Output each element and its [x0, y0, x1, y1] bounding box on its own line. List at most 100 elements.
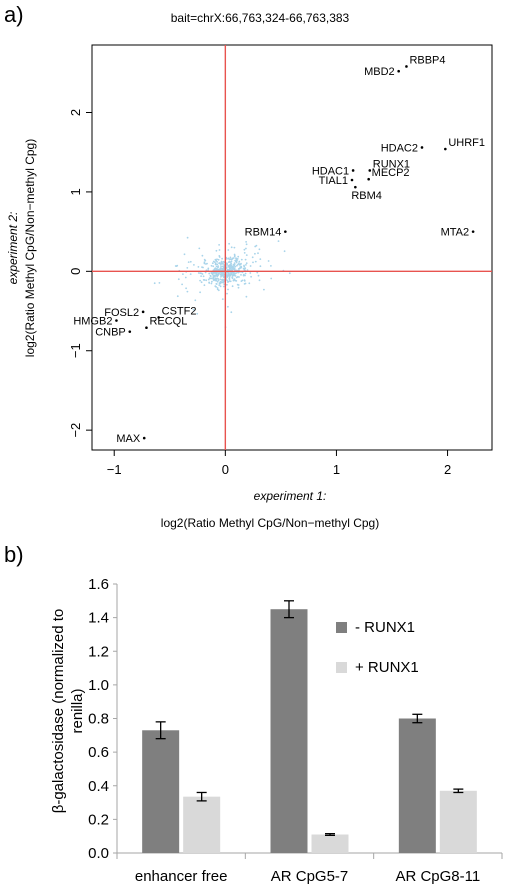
background-point — [219, 278, 222, 281]
x-tick-label: −1 — [107, 462, 122, 477]
background-point — [217, 279, 220, 282]
background-point — [229, 256, 232, 259]
background-point — [237, 284, 240, 286]
protein-point — [142, 436, 146, 440]
background-point — [176, 295, 179, 298]
protein-label: MAX — [116, 433, 141, 445]
scatter-plot-frame — [91, 44, 493, 451]
protein-label: RUNX1 — [373, 158, 410, 170]
scatter-xlabel-prefix: experiment 1: — [254, 489, 327, 503]
background-point — [226, 283, 228, 286]
background-point — [233, 278, 236, 281]
x-tick-label: 2 — [444, 462, 451, 477]
background-point — [200, 275, 203, 277]
background-point — [227, 257, 230, 260]
background-point — [237, 286, 240, 289]
protein-label: RBBP4 — [409, 54, 445, 66]
protein-label: TIAL1 — [319, 175, 348, 187]
background-point — [232, 271, 234, 274]
y-tick-label: 2 — [68, 109, 83, 116]
background-point — [207, 269, 210, 271]
background-point — [243, 252, 246, 254]
bar — [311, 834, 349, 853]
background-point — [228, 267, 231, 270]
background-point — [227, 261, 230, 263]
background-point — [270, 265, 272, 267]
background-point — [250, 275, 253, 278]
background-point — [244, 272, 247, 275]
background-point — [232, 263, 235, 266]
bar-y-tick-label: 0.2 — [88, 811, 109, 828]
bar-category-label: AR CpG8-11 — [395, 868, 480, 885]
background-point — [218, 268, 220, 271]
background-point — [259, 258, 262, 260]
background-point — [217, 289, 220, 292]
background-point — [215, 265, 218, 268]
background-point — [254, 260, 257, 263]
background-point — [218, 256, 221, 258]
background-point — [216, 261, 219, 263]
protein-label: RBM14 — [245, 227, 282, 239]
background-point — [194, 299, 197, 302]
background-point — [245, 241, 248, 243]
background-point — [240, 274, 242, 276]
background-point — [236, 264, 238, 267]
protein-point — [141, 310, 145, 314]
background-point — [244, 282, 247, 285]
background-point — [220, 272, 223, 275]
bar-y-tick-label: 0.4 — [88, 778, 109, 795]
background-point — [214, 261, 216, 264]
protein-label: UHRF1 — [448, 137, 485, 149]
background-point — [237, 263, 239, 266]
background-point — [234, 279, 237, 282]
background-point — [181, 283, 184, 286]
background-point — [198, 247, 201, 250]
background-point — [229, 264, 232, 266]
background-point — [233, 273, 236, 275]
background-point — [226, 292, 228, 295]
background-point — [232, 257, 235, 259]
background-point — [221, 274, 223, 276]
background-point — [186, 267, 189, 269]
background-point — [228, 278, 231, 281]
background-point — [207, 278, 210, 281]
bar-category-label: AR CpG5-7 — [271, 868, 349, 885]
background-point — [263, 288, 265, 291]
protein-point — [284, 230, 287, 233]
background-point — [211, 280, 213, 283]
scatter-y-axis: −2 −1 0 1 2 — [68, 109, 92, 438]
background-point — [209, 274, 212, 277]
background-point — [197, 272, 200, 274]
background-point — [215, 278, 218, 280]
background-point — [226, 274, 228, 277]
bar — [183, 796, 221, 853]
background-point — [259, 265, 262, 268]
background-point — [219, 285, 222, 288]
background-point — [245, 264, 247, 266]
background-point — [233, 267, 236, 269]
protein-label: FOSL2 — [104, 307, 139, 319]
background-point — [230, 246, 233, 249]
background-point — [210, 264, 213, 267]
background-point — [201, 254, 204, 257]
background-point — [215, 286, 218, 288]
background-point — [218, 262, 221, 265]
background-point — [238, 260, 241, 263]
background-point — [183, 253, 186, 256]
background-point — [217, 266, 219, 269]
background-point — [210, 272, 213, 275]
background-point — [235, 260, 238, 263]
background-point — [233, 269, 236, 271]
background-point — [177, 278, 180, 281]
background-point — [228, 264, 230, 267]
background-point — [207, 267, 210, 270]
background-point — [270, 277, 273, 280]
background-point — [211, 273, 214, 276]
background-point — [245, 247, 247, 250]
scatter-xlabel: log2(Ratio Methyl CpG/Non−methyl Cpg) — [161, 516, 379, 530]
background-point — [227, 269, 230, 271]
background-point — [197, 266, 200, 268]
background-point — [189, 273, 192, 275]
background-point — [226, 276, 229, 279]
background-point — [222, 285, 225, 288]
